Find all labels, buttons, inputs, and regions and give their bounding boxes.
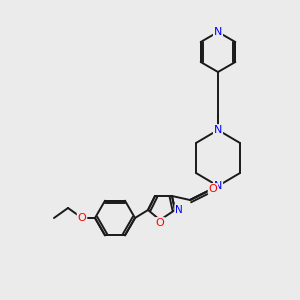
Text: O: O bbox=[208, 184, 217, 194]
Text: O: O bbox=[156, 218, 164, 228]
Text: N: N bbox=[214, 125, 222, 135]
Text: N: N bbox=[214, 181, 222, 191]
Text: N: N bbox=[175, 205, 183, 215]
Text: N: N bbox=[214, 27, 222, 37]
Text: O: O bbox=[78, 213, 86, 223]
